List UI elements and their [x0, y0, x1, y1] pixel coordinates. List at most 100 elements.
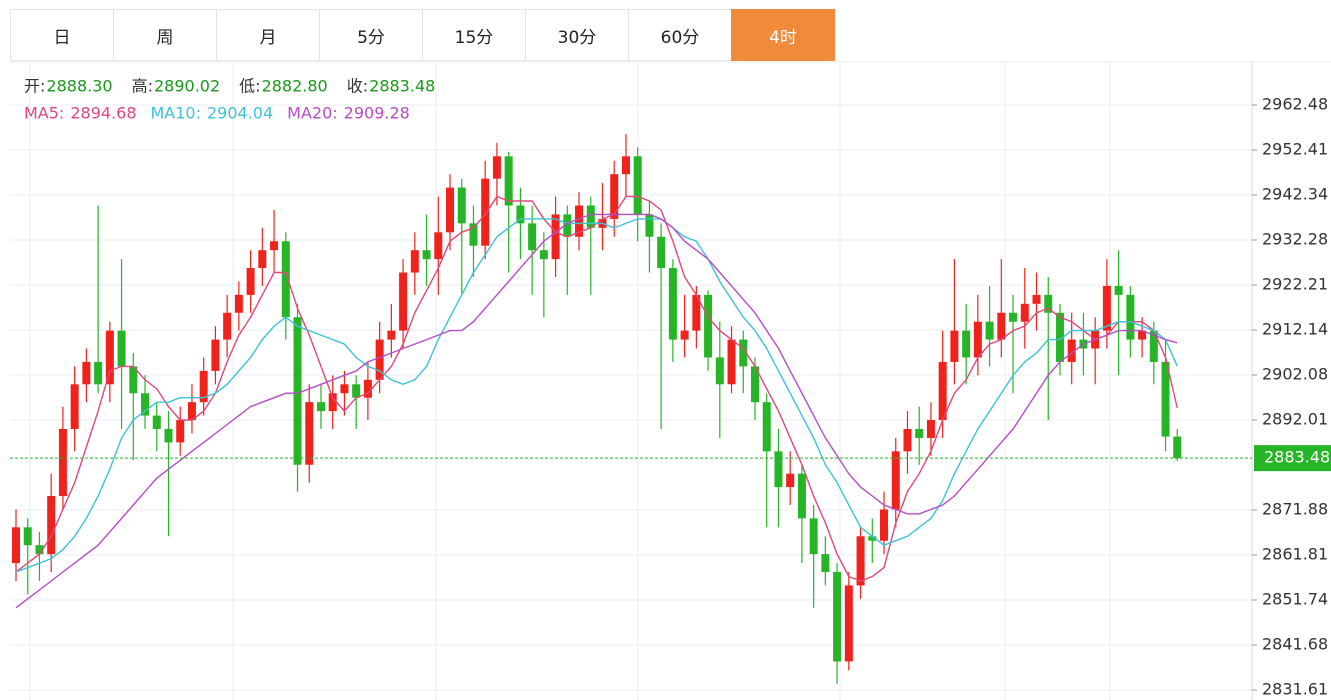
legend-value: 2909.28	[344, 104, 410, 123]
candle-body	[516, 205, 525, 224]
candle-body	[657, 236, 666, 269]
y-tick-label: 2861.81	[1262, 544, 1328, 563]
period-tab[interactable]: 月	[216, 9, 320, 61]
current-price-label: 2883.48	[1264, 448, 1330, 467]
candle-body	[750, 366, 759, 403]
candle-body	[152, 415, 161, 429]
ohlc-label: 低:	[239, 77, 260, 96]
candle-body	[891, 451, 900, 510]
candle-body	[551, 214, 560, 260]
candle-body	[234, 294, 243, 313]
legend-value: 2894.68	[70, 104, 136, 123]
candle-body	[82, 361, 91, 385]
candle-body	[293, 317, 302, 465]
candle-body	[176, 420, 185, 443]
period-tab[interactable]: 日	[10, 9, 114, 61]
candle-body	[469, 223, 478, 246]
candle-body	[610, 174, 619, 219]
period-tab[interactable]: 5分	[319, 9, 423, 61]
candle-body	[985, 321, 994, 340]
period-tab[interactable]: 4时	[731, 9, 835, 61]
candle-body	[774, 451, 783, 488]
candle-body	[868, 536, 877, 541]
candle-body	[1161, 361, 1170, 437]
candle-body	[1138, 330, 1147, 340]
y-tick-label: 2841.68	[1262, 634, 1328, 653]
candle-body	[1126, 294, 1135, 340]
candle-body	[1055, 312, 1064, 362]
legend-value: 2904.04	[207, 104, 273, 123]
candle-body	[903, 428, 912, 452]
candle-body	[481, 178, 490, 246]
period-tab[interactable]: 15分	[422, 9, 526, 61]
candle-body	[58, 428, 67, 497]
candle-body	[492, 156, 501, 179]
candle-body	[715, 357, 724, 385]
candle-body	[1032, 294, 1041, 304]
candle-body	[809, 518, 818, 555]
y-tick-label: 2922.21	[1262, 275, 1328, 294]
candle-body	[621, 156, 630, 175]
candle-body	[539, 250, 548, 260]
candle-body	[410, 250, 419, 273]
candle-body	[457, 187, 466, 224]
candle-body	[23, 527, 32, 546]
period-tab[interactable]: 60分	[628, 9, 732, 61]
candle-body	[938, 361, 947, 421]
candle-body	[786, 473, 795, 488]
ohlc-value: 2890.02	[154, 77, 220, 96]
candle-body	[586, 205, 595, 228]
ma-line	[15, 195, 1178, 582]
y-tick-label: 2942.34	[1262, 185, 1328, 204]
candle-body	[70, 384, 79, 429]
candle-body	[246, 268, 255, 295]
candle-body	[129, 366, 138, 394]
y-tick-label: 2952.41	[1262, 140, 1328, 159]
candle-body	[328, 393, 337, 412]
candle-body	[680, 330, 689, 340]
candle-body	[1149, 330, 1158, 362]
candle-body	[762, 402, 771, 452]
period-tab[interactable]: 周	[113, 9, 217, 61]
candle-body	[797, 473, 806, 519]
candle-body	[434, 232, 443, 260]
candle-body	[1009, 312, 1018, 322]
candle-body	[363, 379, 372, 398]
candle-body	[446, 187, 455, 233]
candle-body	[1067, 339, 1076, 362]
candle-body	[387, 330, 396, 340]
candle-body	[270, 241, 279, 251]
candle-body	[844, 585, 853, 662]
y-tick-label: 2871.88	[1262, 499, 1328, 518]
y-tick-label: 2892.01	[1262, 410, 1328, 429]
ohlc-value: 2883.48	[369, 77, 435, 96]
candle-body	[739, 339, 748, 367]
period-tab[interactable]: 30分	[525, 9, 629, 61]
ohlc-value: 2888.30	[46, 77, 112, 96]
ohlc-value: 2882.80	[262, 77, 328, 96]
tab-bar: 日周月 5分 15分 30分 60分 4时	[10, 9, 835, 61]
candle-body	[281, 241, 290, 318]
ohlc-label: 开:	[24, 77, 45, 96]
candle-body	[973, 321, 982, 358]
candle-body	[962, 330, 971, 358]
candle-body	[258, 250, 267, 269]
candle-body	[821, 554, 830, 573]
y-tick-label: 2851.74	[1262, 590, 1328, 609]
candle-body	[915, 428, 924, 438]
candle-body	[105, 330, 114, 385]
candle-body	[727, 339, 736, 385]
candle-body	[575, 205, 584, 237]
candle-body	[1020, 303, 1029, 322]
candle-body	[880, 509, 889, 541]
candle-body	[199, 370, 208, 403]
candle-body	[12, 527, 20, 564]
candle-body	[997, 312, 1006, 340]
candle-body	[1173, 436, 1182, 459]
candle-body	[422, 250, 431, 260]
candle-body	[47, 496, 56, 555]
y-tick-label: 2831.61	[1262, 679, 1328, 698]
candle-body	[833, 572, 842, 662]
